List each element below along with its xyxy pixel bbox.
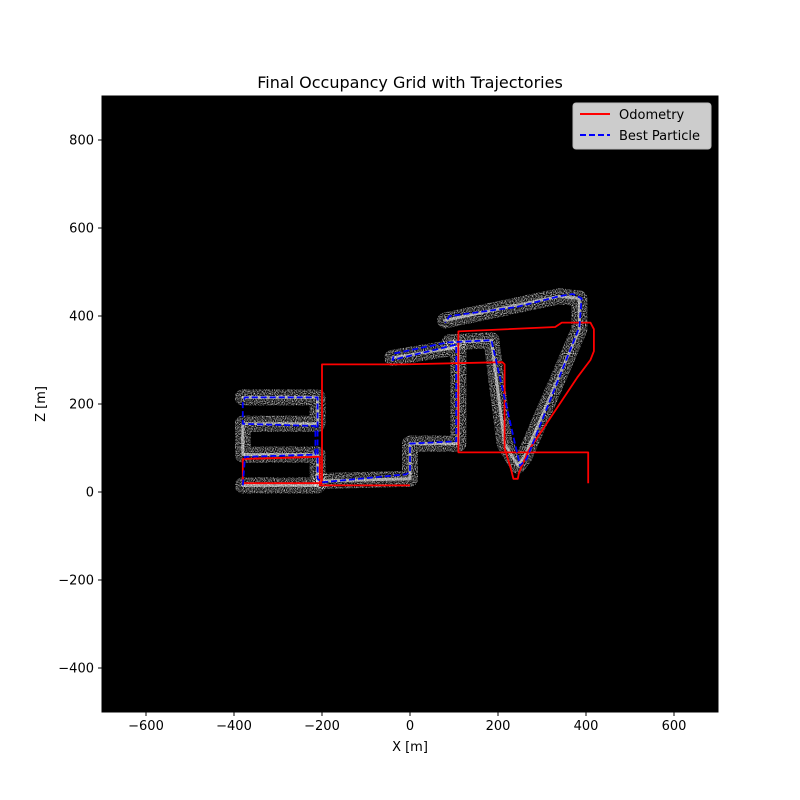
y-tick-label: 600 [69, 222, 94, 237]
legend-label-odometry: Odometry [619, 108, 685, 123]
x-tick-label: 400 [574, 719, 599, 734]
x-tick-label: −600 [128, 719, 164, 734]
axes-background [102, 96, 718, 712]
occupancy-core-3 [443, 294, 581, 468]
y-axis-label: Z [m] [34, 386, 49, 422]
x-tick-label: −400 [216, 719, 252, 734]
x-tick-label: 0 [406, 719, 414, 734]
y-axis-ticks: −400 −200 0 200 400 600 800 [58, 134, 102, 677]
x-tick-label: 600 [662, 719, 687, 734]
legend: Odometry Best Particle [572, 102, 712, 150]
legend-label-best-particle: Best Particle [619, 129, 700, 144]
x-tick-label: 200 [486, 719, 511, 734]
plot-area [101, 95, 719, 713]
chart-title: Final Occupancy Grid with Trajectories [257, 73, 563, 92]
y-tick-label: −400 [58, 662, 94, 677]
trajectory-best-particle [241, 293, 583, 486]
x-tick-label: −200 [304, 719, 340, 734]
y-tick-label: 0 [86, 486, 94, 501]
occupancy-layer [234, 288, 588, 494]
x-axis-label: X [m] [392, 740, 428, 755]
x-axis-ticks: −600 −400 −200 0 200 400 600 [128, 712, 686, 734]
y-tick-label: −200 [58, 574, 94, 589]
trajectory-layer [241, 293, 595, 487]
y-tick-label: 400 [69, 310, 94, 325]
y-tick-label: 200 [69, 398, 94, 413]
trajectory-odometry [241, 321, 595, 487]
y-tick-label: 800 [69, 134, 94, 149]
